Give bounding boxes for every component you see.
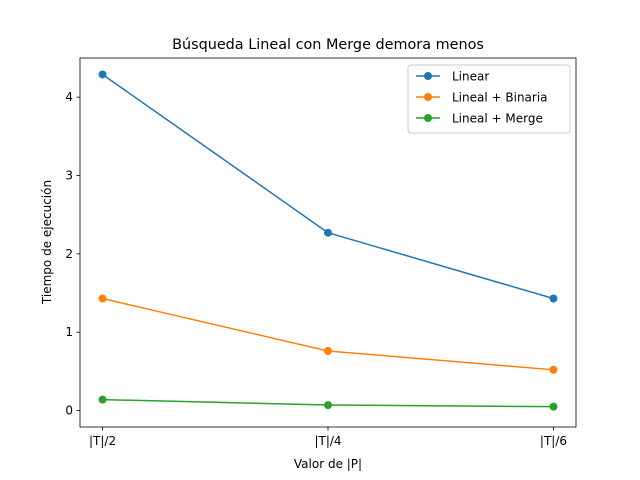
legend-swatch-marker (424, 114, 432, 122)
y-tick-label: 4 (65, 90, 73, 104)
data-point-linear-1 (98, 70, 107, 79)
x-tick-label: |T|/2 (89, 434, 116, 448)
x-tick-label: |T|/4 (314, 434, 341, 448)
legend-swatch-marker (424, 72, 432, 80)
data-point-lineal-binaria-2 (324, 347, 332, 356)
x-axis-label: Valor de |P| (294, 457, 362, 471)
y-tick-label: 1 (65, 325, 73, 339)
axes-layer: 0 1 2 3 4 |T|/2 |T|/4 |T|/6 (65, 57, 577, 448)
y-axis-label: Tiempo de ejecución (40, 180, 54, 305)
legend-box (407, 64, 571, 134)
data-point-linear-2 (324, 228, 332, 237)
data-point-lineal-merge-3 (549, 402, 558, 411)
legend-label: Lineal + Merge (452, 112, 543, 126)
x-tick-label: |T|/6 (540, 434, 567, 448)
chart-title: Búsqueda Lineal con Merge demora menos (172, 37, 484, 53)
y-tick-label: 2 (65, 247, 73, 261)
data-point-lineal-binaria-1 (98, 294, 107, 303)
y-tick-label: 0 (65, 404, 73, 418)
series-layer (98, 70, 558, 411)
data-point-lineal-merge-1 (98, 395, 107, 404)
data-point-linear-3 (549, 294, 558, 303)
data-point-lineal-binaria-3 (549, 365, 558, 374)
y-tick-label: 3 (65, 169, 73, 183)
data-point-lineal-merge-2 (324, 401, 332, 410)
legend-label: Lineal + Binaria (452, 91, 548, 105)
legend: Linear Lineal + Binaria Lineal + Merge (407, 64, 571, 134)
legend-swatch-marker (424, 93, 432, 101)
legend-label: Linear (452, 70, 489, 84)
